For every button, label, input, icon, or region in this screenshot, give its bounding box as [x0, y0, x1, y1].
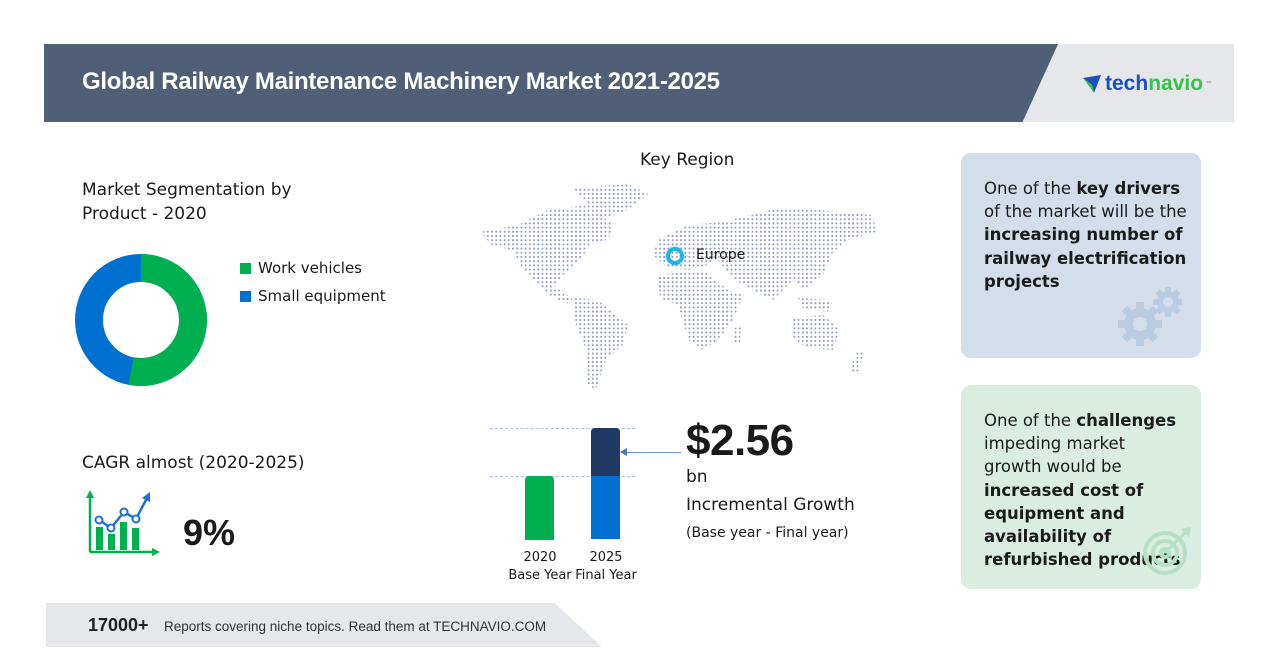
segmentation-legend: Work vehicles Small equipment — [240, 254, 386, 310]
cagr-title: CAGR almost (2020-2025) — [82, 453, 305, 473]
bar-2025-base — [591, 476, 620, 539]
logo-text-tech: tech — [1105, 72, 1149, 95]
reports-count: 17000+ — [88, 615, 149, 635]
key-drivers-card: One of the key drivers of the market wil… — [961, 153, 1201, 358]
trademark: ™ — [1206, 81, 1213, 87]
incremental-growth-bar-chart: 2020 Base Year 2025 Final Year — [480, 420, 680, 590]
footer-link-text[interactable]: Reports covering niche topics. Read them… — [164, 619, 547, 634]
cagr-value: 9% — [183, 512, 236, 553]
page-title: Global Railway Maintenance Machinery Mar… — [82, 68, 720, 95]
incremental-growth-label: Incremental Growth — [686, 495, 855, 515]
challenges-card: One of the challenges impeding market gr… — [961, 385, 1201, 589]
bar-caption: Final Year — [575, 568, 637, 583]
footer-banner[interactable]: 17000+ Reports covering niche topics. Re… — [46, 603, 602, 647]
card-text: One of the — [984, 179, 1077, 198]
world-map-dotted — [480, 184, 876, 390]
europe-marker-label: Europe — [696, 247, 746, 263]
legend-swatch-blue — [240, 290, 251, 302]
segmentation-title-line2: Product - 2020 — [82, 204, 207, 224]
gridline-base — [490, 476, 635, 477]
logo-text-navio: navio — [1148, 72, 1204, 95]
card-text: impeding market growth would be — [984, 434, 1126, 477]
bar-label-2020: 2020 Base Year — [500, 549, 580, 585]
pointer-arrow-line — [625, 452, 681, 453]
growth-chart-icon — [86, 490, 160, 556]
segmentation-donut-chart — [75, 254, 207, 386]
key-region-title: Key Region — [640, 150, 735, 170]
technavio-logo[interactable]: tech navio ™ — [1082, 72, 1212, 96]
incremental-growth-sublabel: (Base year - Final year) — [686, 525, 849, 541]
gridline-top — [490, 428, 635, 429]
arrow-left-icon — [620, 448, 627, 456]
card-text-bold: challenges — [1076, 411, 1177, 430]
incremental-growth-value: $2.56 — [686, 416, 794, 465]
bar-year: 2020 — [523, 550, 557, 565]
gears-icon — [1118, 287, 1182, 346]
target-icon — [1143, 527, 1191, 575]
legend-label: Small equipment — [258, 287, 386, 305]
card-text: of the market will be the — [984, 202, 1187, 222]
card-text-bold: increased cost of equipment and availabi… — [984, 480, 1181, 570]
donut-segment-work-vehicles — [75, 254, 207, 386]
legend-item-work-vehicles: Work vehicles — [240, 254, 386, 282]
legend-label: Work vehicles — [258, 259, 362, 277]
bar-label-2025: 2025 Final Year — [566, 549, 646, 585]
bar-2025-increment — [591, 428, 620, 476]
card-text-bold: increasing number of railway electrifica… — [984, 225, 1187, 291]
legend-swatch-green — [240, 262, 251, 274]
europe-location-marker-icon[interactable] — [666, 247, 684, 265]
incremental-growth-unit: bn — [686, 467, 708, 487]
technavio-arrow-icon — [1083, 75, 1101, 93]
bar-year: 2025 — [589, 550, 623, 565]
card-text-bold: key drivers — [1076, 179, 1181, 198]
segmentation-title: Market Segmentation by Product - 2020 — [82, 178, 292, 226]
bar-caption: Base Year — [508, 568, 572, 583]
bar-2020 — [525, 476, 554, 540]
card-text: One of the — [984, 411, 1077, 430]
header-banner: Global Railway Maintenance Machinery Mar… — [44, 44, 1234, 122]
header-title-band: Global Railway Maintenance Machinery Mar… — [44, 44, 1058, 122]
legend-item-small-equipment: Small equipment — [240, 282, 386, 310]
segmentation-title-line1: Market Segmentation by — [82, 180, 292, 200]
